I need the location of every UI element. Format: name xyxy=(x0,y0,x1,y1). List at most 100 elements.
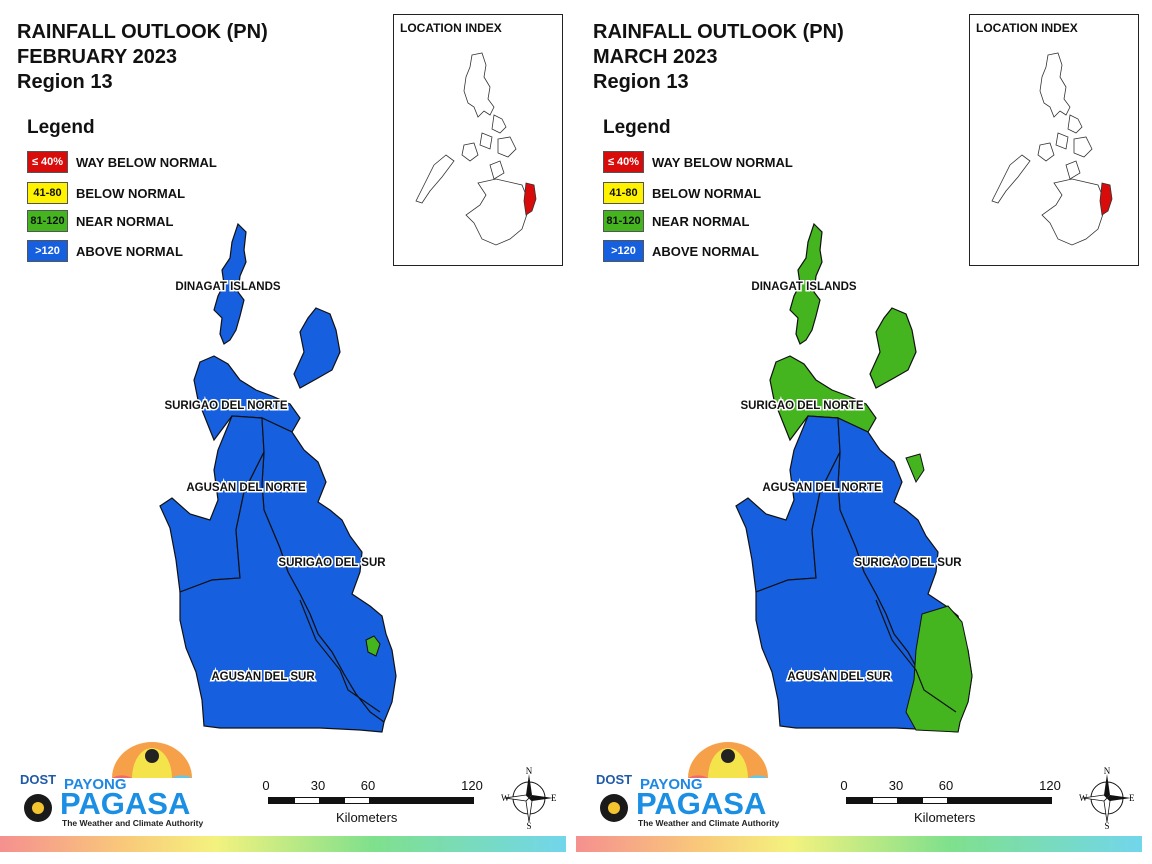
umbrella-icon xyxy=(24,742,192,822)
scale-units: Kilometers xyxy=(336,810,398,825)
scale-segment xyxy=(370,797,474,804)
legend-label: NEAR NORMAL xyxy=(76,213,174,229)
map-title: RAINFALL OUTLOOK (PN) FEBRUARY 2023 Regi… xyxy=(17,20,268,95)
province-dinagat-islands xyxy=(789,222,823,345)
logo-pagasa: PAGASA xyxy=(636,786,767,821)
logo-pagasa: PAGASA xyxy=(60,786,191,821)
legend-swatch: 41-80 xyxy=(27,182,68,204)
scale-tick: 60 xyxy=(938,778,954,793)
legend-label: ABOVE NORMAL xyxy=(76,243,183,259)
logo-dost: DOST xyxy=(20,772,57,787)
scale-bar: 0 30 60 120 Kilometers xyxy=(838,778,1068,828)
philippines-index-map xyxy=(991,52,1113,246)
scale-segment xyxy=(872,797,898,804)
scale-segment xyxy=(294,797,320,804)
label-dinagat-islands: DINAGAT ISLANDS xyxy=(175,281,281,293)
scale-tick: 30 xyxy=(888,778,904,793)
scale-segment xyxy=(898,797,922,804)
scale-tick: 120 xyxy=(461,778,483,793)
title-line-2: MARCH 2023 xyxy=(593,46,718,68)
logo-payong: PAYONG xyxy=(64,776,127,793)
legend-swatch: ≤ 40% xyxy=(27,151,68,173)
scale-segment xyxy=(948,797,1052,804)
legend-item-near: 81-120 NEAR NORMAL xyxy=(27,209,174,233)
region-13-map: DINAGAT ISLANDS SURIGAO DEL NORTE AGUSAN… xyxy=(735,222,973,733)
compass-rose-icon: N S W E xyxy=(1079,766,1135,830)
payong-pagasa-logo: DOST PAYONG PAGASA The Weather and Clima… xyxy=(590,738,780,833)
title-line-1: RAINFALL OUTLOOK (PN) xyxy=(17,21,268,43)
legend-label: ABOVE NORMAL xyxy=(652,243,759,259)
label-agusan-del-sur: AGUSAN DEL SUR xyxy=(787,671,891,683)
scale-segment xyxy=(846,797,872,804)
compass-s: S xyxy=(526,821,531,830)
legend-swatch: >120 xyxy=(603,240,644,262)
map-title: RAINFALL OUTLOOK (PN) MARCH 2023 Region … xyxy=(593,20,844,95)
scale-segment xyxy=(320,797,344,804)
compass-e: E xyxy=(1129,793,1135,803)
scale-segment xyxy=(922,797,948,804)
legend-swatch: >120 xyxy=(27,240,68,262)
title-line-3: Region 13 xyxy=(17,71,113,93)
label-agusan-del-norte: AGUSAN DEL NORTE xyxy=(186,482,306,494)
label-dinagat-islands: DINAGAT ISLANDS xyxy=(751,281,857,293)
label-surigao-del-sur: SURIGAO DEL SUR xyxy=(278,557,386,569)
river-line xyxy=(875,599,957,713)
logo-dost: DOST xyxy=(596,772,633,787)
legend-title: Legend xyxy=(603,117,671,138)
title-line-2: FEBRUARY 2023 xyxy=(17,46,178,68)
legend-item-below: 41-80 BELOW NORMAL xyxy=(603,181,761,205)
legend-label: BELOW NORMAL xyxy=(652,185,762,201)
scale-bar: 0 30 60 120 Kilometers xyxy=(260,778,490,828)
green-patch xyxy=(365,635,381,657)
legend-item-way-below: ≤ 40% WAY BELOW NORMAL xyxy=(603,150,793,174)
near-normal-zone-northeast xyxy=(905,453,925,484)
legend-title: Legend xyxy=(27,117,95,138)
logo-tagline: The Weather and Climate Authority xyxy=(638,818,780,828)
province-dinagat-islands xyxy=(213,222,247,345)
payong-pagasa-logo: DOST PAYONG PAGASA The Weather and Clima… xyxy=(14,738,204,833)
legend-swatch: 81-120 xyxy=(27,210,68,232)
province-surigao-del-norte xyxy=(193,307,341,442)
legend-label: WAY BELOW NORMAL xyxy=(652,154,793,170)
map-panel-february: RAINFALL OUTLOOK (PN) FEBRUARY 2023 Regi… xyxy=(0,14,566,852)
label-surigao-del-norte: SURIGAO DEL NORTE xyxy=(164,400,287,412)
location-index: LOCATION INDEX xyxy=(393,14,563,266)
compass-rose-icon: N S W E xyxy=(501,766,557,830)
legend-label: NEAR NORMAL xyxy=(652,213,750,229)
compass-n: N xyxy=(1104,766,1111,776)
location-index-title: LOCATION INDEX xyxy=(400,21,502,35)
scale-tick: 120 xyxy=(1039,778,1061,793)
compass-s: S xyxy=(1104,821,1109,830)
compass-w: W xyxy=(501,793,510,803)
map-panel-march: RAINFALL OUTLOOK (PN) MARCH 2023 Region … xyxy=(576,0,1152,864)
province-surigao-del-norte xyxy=(769,307,917,442)
river-line xyxy=(299,599,381,713)
legend-item-below: 41-80 BELOW NORMAL xyxy=(27,181,185,205)
footer-gradient-bar xyxy=(0,836,566,852)
legend-item-way-below: ≤ 40% WAY BELOW NORMAL xyxy=(27,150,217,174)
legend-swatch: 81-120 xyxy=(603,210,644,232)
umbrella-icon xyxy=(600,742,768,822)
legend-label: BELOW NORMAL xyxy=(76,185,186,201)
legend-item-near: 81-120 NEAR NORMAL xyxy=(603,209,750,233)
label-surigao-del-norte: SURIGAO DEL NORTE xyxy=(740,400,863,412)
title-line-1: RAINFALL OUTLOOK (PN) xyxy=(593,21,844,43)
scale-tick: 30 xyxy=(310,778,326,793)
label-surigao-del-sur: SURIGAO DEL SUR xyxy=(854,557,962,569)
compass-w: W xyxy=(1079,793,1088,803)
scale-units: Kilometers xyxy=(914,810,976,825)
scale-segment xyxy=(344,797,370,804)
title-line-3: Region 13 xyxy=(593,71,689,93)
legend-swatch: ≤ 40% xyxy=(603,151,644,173)
location-index: LOCATION INDEX xyxy=(969,14,1139,266)
compass-e: E xyxy=(551,793,557,803)
legend-item-above: >120 ABOVE NORMAL xyxy=(603,239,759,263)
scale-tick: 0 xyxy=(262,778,270,793)
legend-item-above: >120 ABOVE NORMAL xyxy=(27,239,183,263)
region-13-map: DINAGAT ISLANDS SURIGAO DEL NORTE AGUSAN… xyxy=(159,222,397,733)
label-agusan-del-sur: AGUSAN DEL SUR xyxy=(211,671,315,683)
scale-segment xyxy=(268,797,294,804)
near-normal-zone-east xyxy=(905,605,973,733)
label-agusan-del-norte: AGUSAN DEL NORTE xyxy=(762,482,882,494)
footer-gradient-bar xyxy=(576,836,1142,852)
